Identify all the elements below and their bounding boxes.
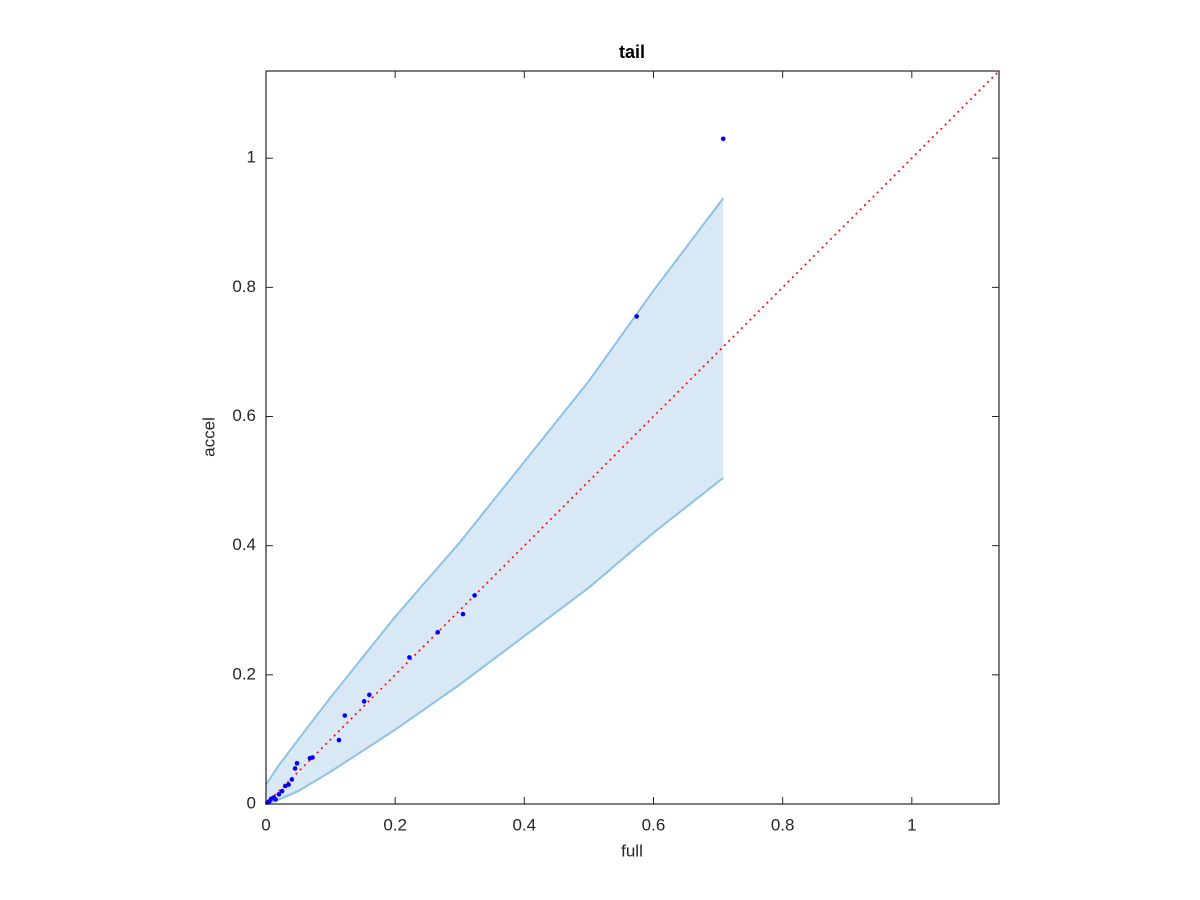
y-tick-label: 0.4 <box>232 535 256 554</box>
point <box>273 797 278 802</box>
point <box>634 314 639 319</box>
point <box>336 737 342 743</box>
y-axis-label: accel <box>199 417 218 457</box>
point <box>460 611 466 617</box>
band-edge <box>265 197 725 786</box>
x-tick-label: 0 <box>261 815 270 834</box>
y-tick-label: 0.8 <box>232 277 256 296</box>
y-tick-label: 0.6 <box>232 406 256 425</box>
chart-title: tail <box>619 42 645 62</box>
confidence-band <box>266 198 724 804</box>
y-tick-label: 0.2 <box>232 664 256 683</box>
point <box>367 692 372 698</box>
point <box>286 782 291 787</box>
point <box>279 788 285 794</box>
band-edge <box>265 477 724 805</box>
point <box>276 792 282 797</box>
point <box>292 766 298 771</box>
y-tick-label: 1 <box>247 148 256 167</box>
point <box>435 629 441 635</box>
x-tick-label: 0.2 <box>383 815 407 834</box>
point <box>310 755 315 760</box>
y-tick-label: 0 <box>247 793 256 812</box>
point <box>294 761 300 766</box>
point <box>407 655 412 660</box>
point <box>472 593 477 598</box>
point <box>289 777 295 782</box>
point <box>342 713 348 718</box>
x-tick-label: 0.6 <box>642 815 666 834</box>
point <box>361 699 367 704</box>
x-tick-label: 0.4 <box>513 815 537 834</box>
x-tick-label: 1 <box>907 815 916 834</box>
x-axis-label: full <box>621 841 643 860</box>
x-tick-label: 0.8 <box>771 815 795 834</box>
point <box>720 136 726 142</box>
axes-box <box>265 70 1000 805</box>
